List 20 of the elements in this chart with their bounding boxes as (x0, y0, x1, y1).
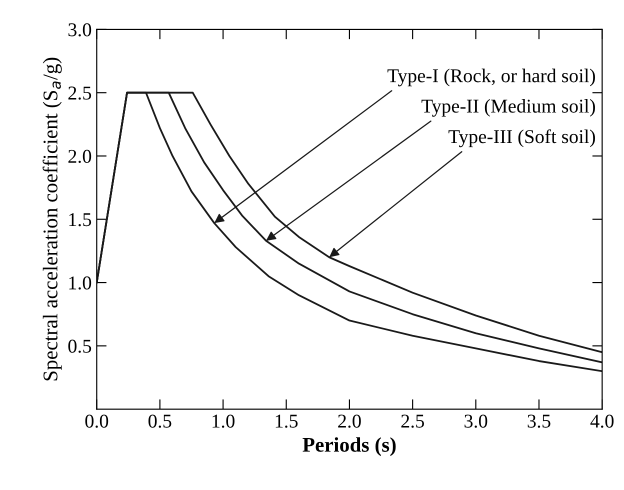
x-tick-label: 3.0 (464, 414, 488, 428)
annotation: Type-II (Medium soil) (422, 99, 595, 117)
y-tick-label: 1.5 (69, 213, 92, 226)
annotation: Type-I (Rock, or hard soil) (388, 68, 595, 86)
y-tick-label: 3.0 (68, 23, 92, 36)
x-tick-label: 4.0 (590, 414, 614, 428)
x-tick-label: 2.5 (401, 414, 424, 428)
y-tick-label: 2.5 (68, 86, 92, 100)
y-tick-label: 0.5 (68, 340, 92, 353)
x-tick-label: 3.5 (528, 414, 550, 428)
y-tick-label: 1.0 (69, 276, 92, 290)
y-axis-title: Spectral acceleration coefficient (S$_{a}$/g) (42, 58, 62, 380)
y-tick-label: 2.0 (68, 150, 92, 164)
x-tick-label: 1.5 (276, 414, 298, 428)
x-axis-title: Periods (s) (302, 437, 396, 456)
annotation: Type-III (Soft soil) (448, 129, 595, 148)
x-tick-label: 1.0 (212, 414, 234, 428)
x-tick-label: 0.0 (85, 414, 108, 428)
x-tick-label: 0.5 (148, 414, 172, 428)
x-tick-label: 2.0 (338, 414, 361, 428)
